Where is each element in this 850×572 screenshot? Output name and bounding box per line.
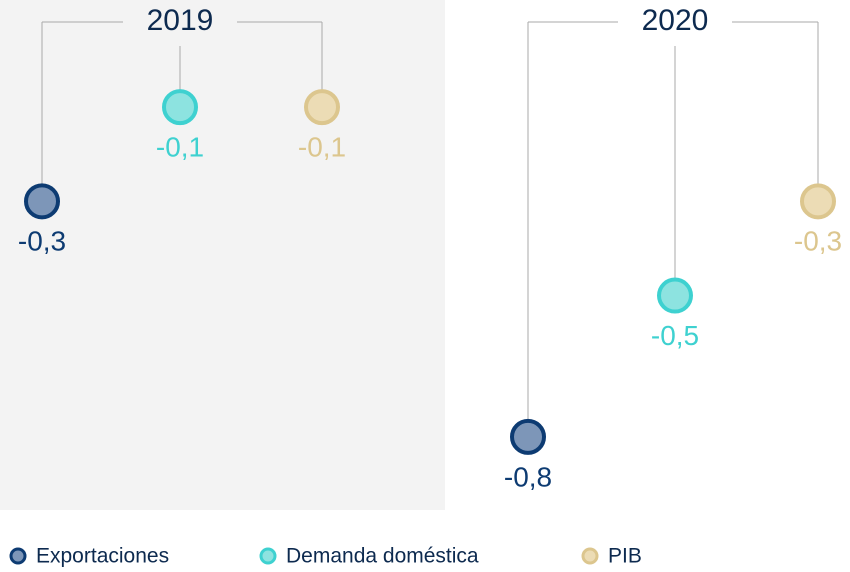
legend-label: Demanda doméstica bbox=[286, 545, 479, 568]
legend-label: Exportaciones bbox=[36, 545, 169, 568]
value-label: -0,1 bbox=[156, 132, 204, 163]
value-label: -0,8 bbox=[504, 461, 552, 492]
legend-marker bbox=[9, 547, 27, 565]
value-label: -0,3 bbox=[18, 226, 66, 257]
dot bbox=[24, 183, 60, 220]
value-label: -0,1 bbox=[298, 132, 346, 163]
legend-marker bbox=[581, 547, 599, 565]
value-label: -0,3 bbox=[794, 226, 842, 257]
dot bbox=[162, 89, 198, 126]
category-label: 2020 bbox=[642, 4, 709, 37]
value-label: -0,5 bbox=[651, 320, 699, 351]
legend-label: PIB bbox=[608, 545, 642, 568]
legend-marker bbox=[259, 547, 277, 565]
category-label: 2019 bbox=[147, 4, 214, 37]
dot bbox=[657, 277, 693, 314]
dot bbox=[800, 183, 836, 220]
panel-background bbox=[0, 0, 445, 510]
dot bbox=[304, 89, 340, 126]
dot bbox=[510, 418, 546, 455]
